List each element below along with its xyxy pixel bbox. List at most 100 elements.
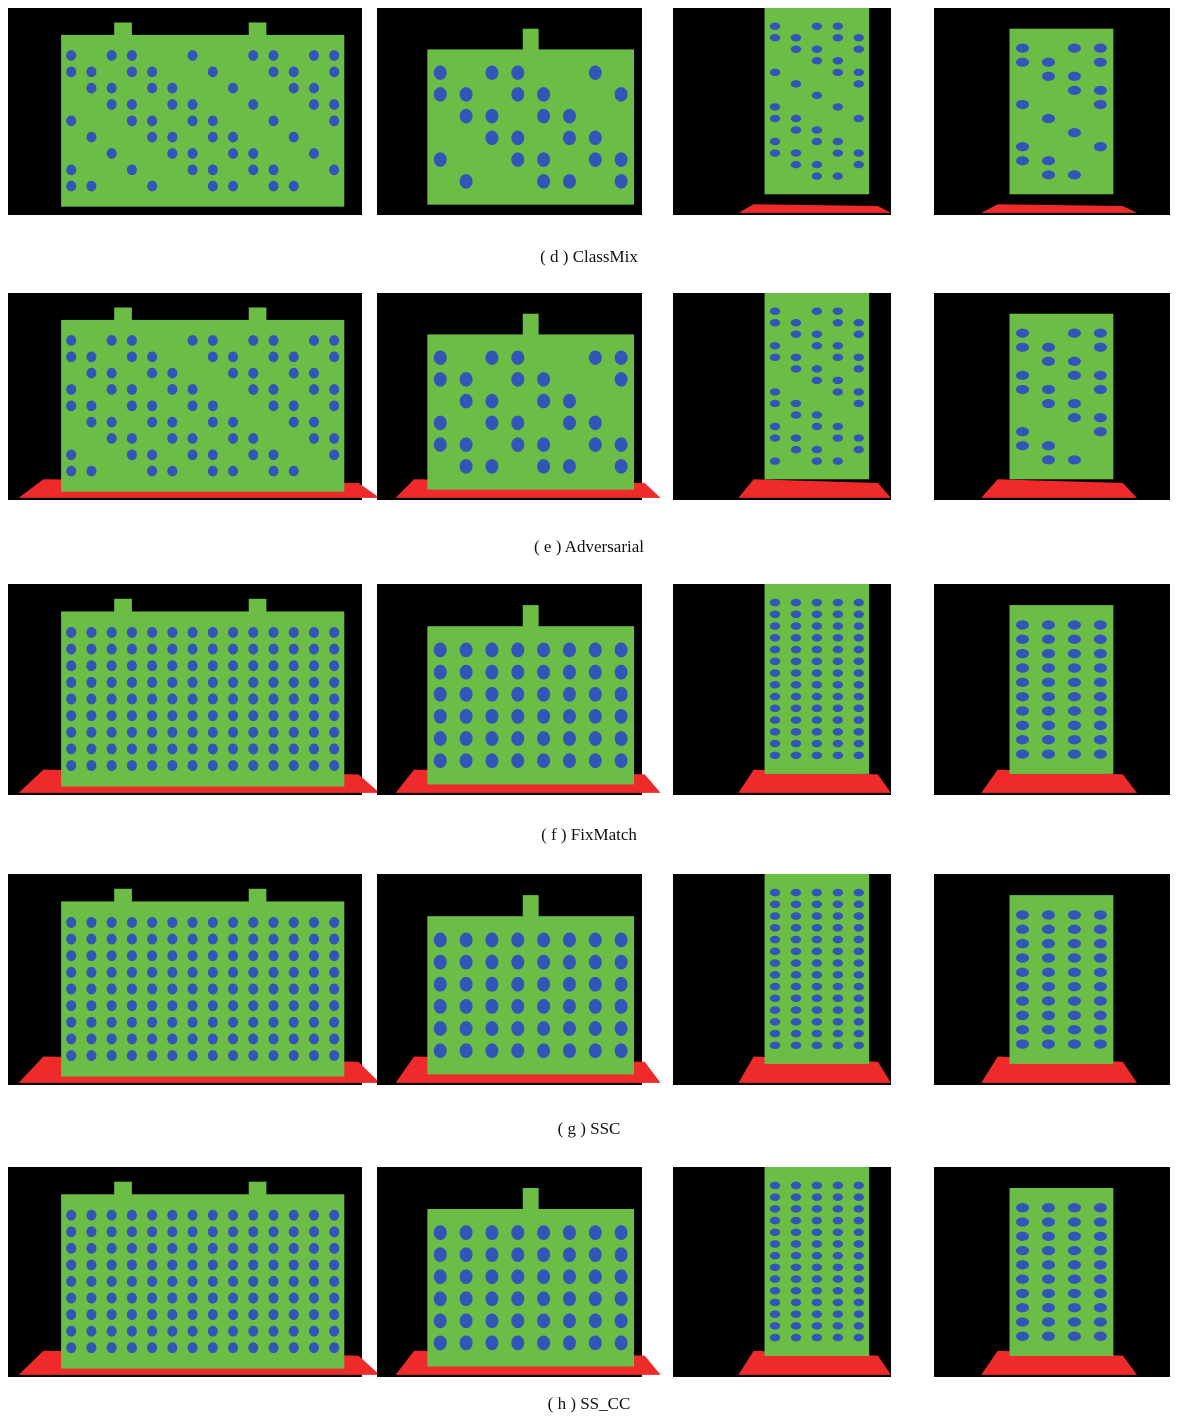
window-region [812, 740, 822, 748]
window-region [188, 1000, 198, 1011]
window-region [812, 681, 822, 689]
window-region [309, 627, 319, 638]
window-region [770, 959, 780, 967]
window-region [854, 365, 864, 372]
window-region [1094, 663, 1107, 672]
window-region [812, 752, 822, 760]
window-region [127, 1033, 137, 1044]
window-region [1094, 1317, 1107, 1326]
window-region [248, 335, 258, 346]
window-region [167, 433, 177, 444]
window-region [86, 417, 96, 428]
window-region [770, 1252, 780, 1260]
window-region [309, 677, 319, 688]
window-region [86, 727, 96, 738]
window-region [107, 917, 117, 928]
window-region [770, 900, 780, 908]
window-region [167, 1309, 177, 1320]
window-region [248, 984, 258, 995]
window-region [485, 1313, 498, 1328]
window-region [589, 933, 602, 948]
window-region [1068, 649, 1081, 658]
window-region [812, 912, 822, 920]
window-region [289, 66, 299, 77]
window-region [511, 731, 524, 746]
window-region [309, 384, 319, 395]
window-region [147, 351, 157, 362]
caption: ( d ) ClassMix [0, 247, 1178, 267]
window-region [107, 1276, 117, 1287]
window-region [537, 1225, 550, 1240]
window-region [309, 710, 319, 721]
window-region [812, 331, 822, 338]
window-region [1068, 939, 1081, 948]
window-region [460, 1043, 473, 1058]
window-region [66, 760, 76, 771]
window-region [770, 1217, 780, 1225]
window-region [289, 83, 299, 94]
window-region [289, 132, 299, 143]
window-region [147, 132, 157, 143]
window-region [615, 372, 628, 386]
window-region [86, 1259, 96, 1270]
window-region [1094, 44, 1107, 53]
window-region [770, 599, 780, 607]
window-region [615, 1313, 628, 1328]
window-region [854, 716, 864, 724]
window-region [167, 644, 177, 655]
window-region [66, 934, 76, 945]
window-region [537, 955, 550, 970]
window-region [147, 1050, 157, 1061]
window-region [268, 1293, 278, 1304]
window-region [854, 1240, 864, 1248]
window-region [86, 1342, 96, 1353]
window-region [1068, 1303, 1081, 1312]
window-region [127, 1243, 137, 1254]
window-region [107, 727, 117, 738]
window-region [589, 731, 602, 746]
window-region [485, 1043, 498, 1058]
building-tower [114, 599, 132, 616]
window-region [589, 65, 602, 79]
window-region [289, 727, 299, 738]
window-region [268, 1326, 278, 1337]
window-region [188, 984, 198, 995]
window-region [833, 995, 843, 1003]
window-region [854, 693, 864, 701]
window-region [268, 66, 278, 77]
window-region [511, 1313, 524, 1328]
window-region [66, 384, 76, 395]
window-region [127, 50, 137, 61]
window-region [309, 335, 319, 346]
window-region [589, 709, 602, 724]
window-region [770, 669, 780, 677]
window-region [1016, 329, 1029, 338]
window-region [812, 646, 822, 654]
window-region [1016, 706, 1029, 715]
window-region [127, 727, 137, 738]
window-region [188, 934, 198, 945]
window-region [248, 1309, 258, 1320]
window-region [511, 65, 524, 79]
window-region [309, 644, 319, 655]
window-region [434, 372, 447, 386]
window-region [854, 622, 864, 630]
window-region [563, 394, 576, 408]
window-region [589, 416, 602, 430]
window-region [615, 1043, 628, 1058]
window-region [833, 1252, 843, 1260]
window-region [188, 710, 198, 721]
window-region [208, 760, 218, 771]
window-region [248, 917, 258, 928]
window-region [770, 705, 780, 713]
window-region [86, 950, 96, 961]
window-region [770, 1299, 780, 1307]
window-region [434, 416, 447, 430]
window-region [86, 1000, 96, 1011]
window-region [289, 1210, 299, 1221]
window-region [812, 900, 822, 908]
window-region [833, 599, 843, 607]
window-region [309, 1000, 319, 1011]
window-region [1094, 1332, 1107, 1341]
window-region [248, 433, 258, 444]
